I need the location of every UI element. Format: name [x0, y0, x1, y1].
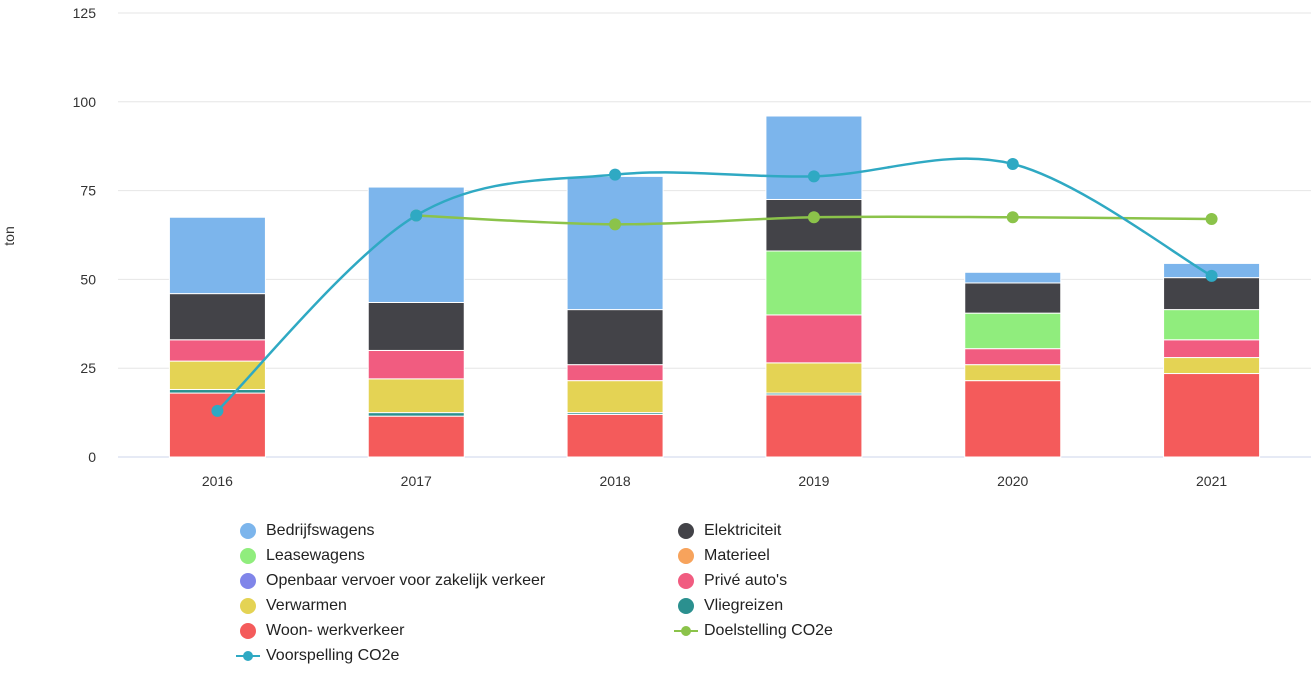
x-tick-label: 2019 [798, 473, 829, 489]
y-tick-label: 100 [73, 94, 97, 110]
bar-segment[interactable] [964, 312, 1062, 350]
line-point[interactable] [807, 170, 820, 183]
line-point[interactable] [609, 218, 622, 231]
y-axis-label: ton [1, 226, 17, 245]
line-point[interactable] [1205, 269, 1218, 282]
x-tick-label: 2017 [401, 473, 432, 489]
bar-segment[interactable] [1163, 339, 1261, 359]
bar-segment[interactable] [566, 380, 664, 414]
legend-item[interactable]: Materieel [678, 545, 770, 567]
legend-label: Woon- werkverkeer [266, 622, 405, 639]
bar-segment[interactable] [367, 412, 465, 417]
legend-dot-marker [240, 523, 256, 539]
legend-dot-marker [240, 548, 256, 564]
bar-segment[interactable] [765, 362, 863, 394]
legend-dot-marker [240, 573, 256, 589]
legend-line-marker [674, 623, 698, 639]
bar-segment[interactable] [765, 115, 863, 200]
legend-label: Openbaar vervoer voor zakelijk verkeer [266, 572, 546, 589]
bar-segment[interactable] [367, 349, 465, 380]
y-tick-label: 50 [80, 271, 96, 287]
bar-segment[interactable] [566, 175, 664, 311]
legend-item[interactable]: Elektriciteit [678, 520, 781, 542]
legend-label: Verwarmen [266, 597, 347, 614]
bar-segment[interactable] [566, 413, 664, 458]
line-point[interactable] [609, 168, 622, 181]
line-point[interactable] [1006, 211, 1019, 224]
legend-item[interactable]: Doelstelling CO2e [674, 620, 833, 642]
legend-dot-marker [240, 623, 256, 639]
legend-line-marker [236, 648, 260, 664]
y-tick-label: 125 [73, 5, 97, 21]
bar-segment[interactable] [964, 364, 1062, 382]
line-point[interactable] [211, 404, 224, 417]
bar-segment[interactable] [367, 415, 465, 458]
legend-label: Elektriciteit [704, 522, 782, 539]
line-point[interactable] [807, 211, 820, 224]
legend-dot-marker [678, 598, 694, 614]
line-point[interactable] [410, 209, 423, 222]
bar-segment[interactable] [1163, 277, 1261, 311]
bar-segment[interactable] [367, 301, 465, 351]
bar-segment[interactable] [765, 250, 863, 316]
bar-segment[interactable] [1163, 309, 1261, 341]
line-point[interactable] [1205, 213, 1218, 226]
y-tick-label: 25 [80, 360, 96, 376]
legend-dot-marker [240, 598, 256, 614]
bar-segment[interactable] [566, 364, 664, 382]
y-axis-ticks: 0 25 50 75 100 125 [73, 5, 97, 465]
bar-segment[interactable] [765, 198, 863, 252]
bar-segment[interactable] [964, 380, 1062, 458]
bar-segment[interactable] [367, 378, 465, 414]
legend-item[interactable]: Woon- werkverkeer [240, 620, 404, 642]
bar-segment[interactable] [964, 271, 1062, 284]
series-line [216, 157, 1213, 412]
legend-label: Vliegreizen [704, 597, 784, 614]
x-tick-label: 2020 [997, 473, 1028, 489]
bar-segment[interactable] [964, 282, 1062, 314]
bar-segment[interactable] [168, 392, 266, 458]
bar-segment[interactable] [367, 186, 465, 303]
legend-dot-marker [678, 523, 694, 539]
legend-label: Doelstelling CO2e [704, 622, 833, 639]
legend-label: Privé auto's [704, 572, 788, 589]
y-tick-label: 0 [88, 449, 96, 465]
y-tick-label: 75 [80, 183, 96, 199]
bar-segment[interactable] [168, 293, 266, 341]
bar-segment[interactable] [168, 339, 266, 362]
legend-item[interactable]: Openbaar vervoer voor zakelijk verkeer [240, 570, 545, 592]
bar-segment[interactable] [168, 216, 266, 295]
legend-dot-marker [678, 573, 694, 589]
bar-segment[interactable] [964, 348, 1062, 366]
line-point[interactable] [1006, 157, 1019, 170]
legend-label: Materieel [704, 547, 770, 564]
legend-label: Leasewagens [266, 547, 365, 564]
legend-item[interactable]: Verwarmen [240, 595, 347, 617]
legend-item[interactable]: Vliegreizen [678, 595, 783, 617]
bar-segment[interactable] [765, 394, 863, 458]
bar-segment[interactable] [566, 309, 664, 366]
legend-item[interactable]: Voorspelling CO2e [236, 645, 400, 667]
legend-label: Bedrijfswagens [266, 522, 375, 539]
x-tick-label: 2018 [600, 473, 631, 489]
bar-segment[interactable] [1163, 373, 1261, 458]
x-axis-ticks: 2016 2017 2018 2019 2020 2021 [202, 473, 1228, 489]
legend-item[interactable]: Privé auto's [678, 570, 787, 592]
legend-item[interactable]: Leasewagens [240, 545, 365, 567]
legend-label: Voorspelling CO2e [266, 647, 400, 664]
legend-item[interactable]: Bedrijfswagens [240, 520, 375, 542]
gridlines [118, 12, 1311, 458]
x-tick-label: 2016 [202, 473, 233, 489]
bar-segment[interactable] [168, 389, 266, 394]
x-tick-label: 2021 [1196, 473, 1227, 489]
bar-segment[interactable] [765, 314, 863, 364]
lines [211, 157, 1218, 417]
legend-dot-marker [678, 548, 694, 564]
bar-segment[interactable] [1163, 357, 1261, 375]
